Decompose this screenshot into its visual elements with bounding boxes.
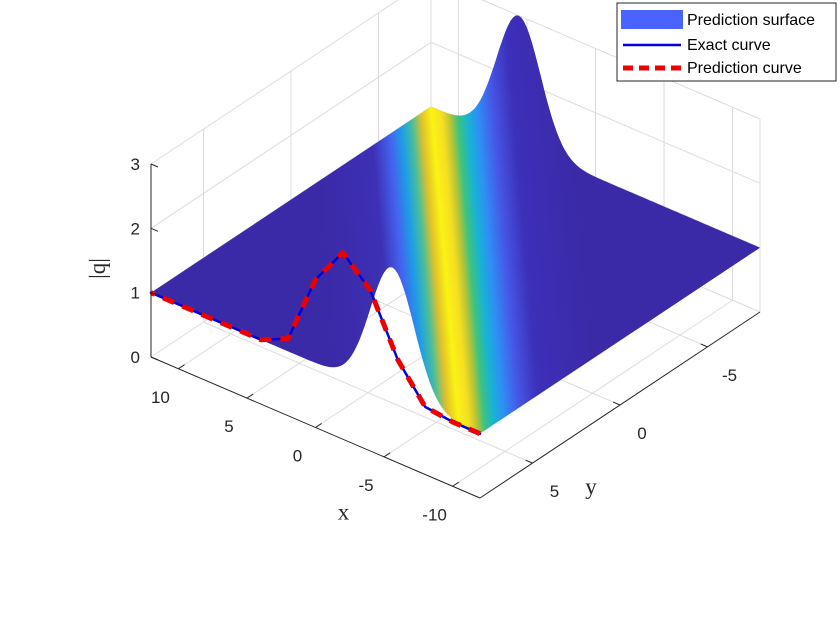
x-tick-mark-1 [383,452,391,458]
z-tick-mark-3 [150,163,159,168]
grid-line-floor-y-2 [203,321,533,464]
grid-line-side-z-2 [430,41,761,184]
legend-label-exact: Exact curve [687,37,771,54]
z-tick-label-3: 3 [131,155,140,174]
z-tick-label-1: 1 [131,284,140,303]
x-tick-label-0: -10 [422,505,447,524]
x-axis-label: x [338,500,350,525]
y-tick-label-2: 5 [550,482,559,501]
legend-swatch-surface [621,10,683,29]
y-tick-mark-0 [700,343,708,348]
grid-line-back-z-3 [150,0,399,165]
y-tick-label-1: 0 [637,424,646,443]
y-tick-label-0: -5 [722,366,737,385]
prediction-curve [150,250,481,436]
x-tick-mark-3 [246,393,254,399]
z-tick-mark-0 [150,356,159,361]
x-tick-label-2: 0 [293,447,302,466]
x-tick-label-1: -5 [358,476,373,495]
z-axis-label: |q| [85,258,110,279]
x-tick-mark-4 [178,364,185,370]
legend: Prediction surface Exact curve Predictio… [616,2,837,82]
z-tick-mark-2 [150,227,159,232]
boundary-curves [149,250,482,436]
y-axis-label: y [585,474,597,499]
z-tick-label-0: 0 [131,348,140,367]
x-tick-label-4: 10 [151,388,170,407]
legend-label-surface: Prediction surface [687,12,815,29]
x-tick-label-3: 5 [224,417,233,436]
legend-label-prediction: Prediction curve [687,60,802,77]
x-tick-mark-0 [452,481,459,487]
axes-ticks: -10 -5 0 5 10 -5 0 5 0 1 2 3 [131,155,761,524]
z-tick-label-2: 2 [131,219,140,238]
z-tick-mark-1 [150,292,159,297]
x-tick-mark-2 [315,423,322,428]
y-tick-mark-1 [612,401,621,406]
y-tick-mark-2 [525,459,533,464]
grid-line-back-z-2 [150,41,432,229]
grid-line-side-z-3 [481,0,761,120]
